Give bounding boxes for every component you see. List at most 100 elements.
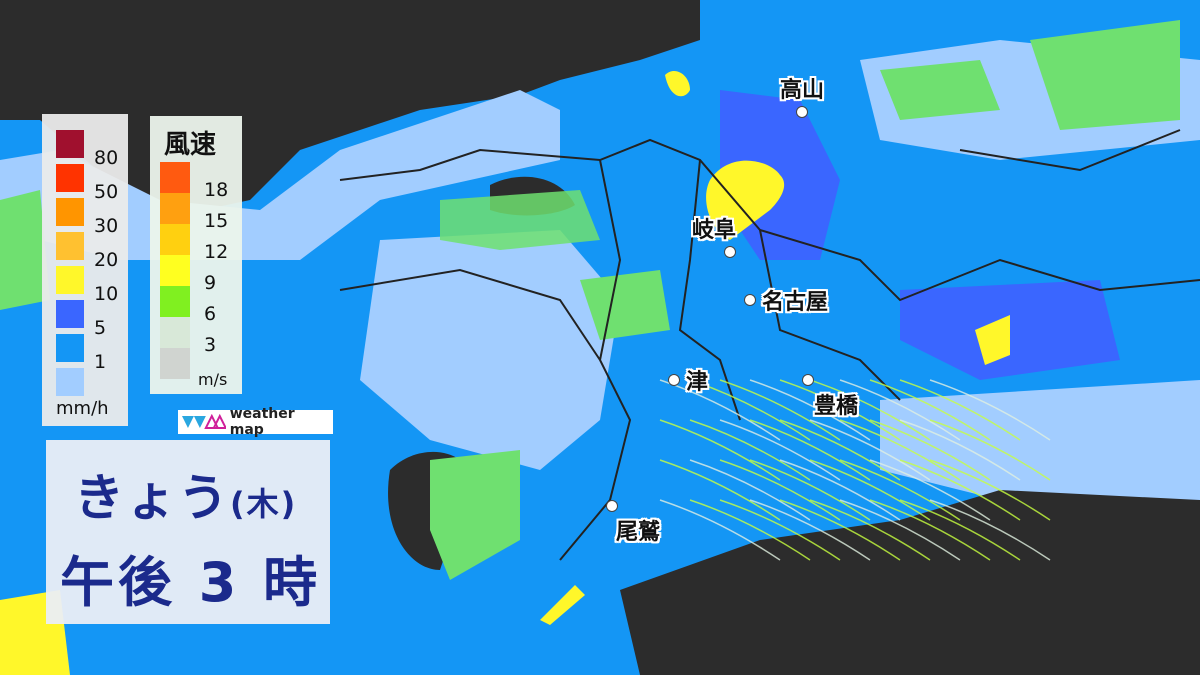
city-dot	[744, 294, 756, 306]
wind-streamline	[719, 419, 841, 481]
wind-streamline	[689, 459, 811, 521]
precip-swatch	[56, 164, 84, 192]
wind-streamline	[899, 459, 1021, 521]
wind-streamline	[839, 499, 961, 561]
city-label-nagoya: 名古屋	[744, 284, 828, 316]
wind-streamline	[929, 419, 1051, 481]
precip-swatch	[56, 368, 84, 396]
wind-streamline	[869, 459, 991, 521]
wind-streamline	[719, 499, 841, 561]
wind-streamline	[929, 459, 1051, 521]
wind-swatch	[160, 255, 190, 286]
precip-swatch	[56, 232, 84, 260]
city-label-toyohashi: 豊橋	[802, 374, 858, 420]
weekday-text: (木)	[230, 485, 298, 523]
wind-streamline	[689, 499, 811, 561]
city-label-tsu: 津	[668, 364, 708, 396]
logo-mark-icon	[182, 414, 226, 429]
dry-area	[620, 490, 1200, 675]
precip-level-label: 5	[94, 317, 107, 339]
precip-unit: mm/h	[56, 398, 109, 419]
wind-streamline	[929, 379, 1051, 441]
wind-swatch	[160, 162, 190, 193]
logo-text: weather map	[229, 406, 295, 438]
wind-streamline	[839, 419, 961, 481]
precipitation-legend: 80 50 30 20 10 5 1 mm/h	[42, 114, 128, 426]
wind-swatch	[160, 286, 190, 317]
green-area	[430, 450, 520, 580]
wind-streamline	[779, 419, 901, 481]
wind-streamline	[779, 499, 901, 561]
wind-streamline	[899, 499, 1021, 561]
heavy-rain-cell	[665, 70, 690, 97]
day-text: きょう	[74, 469, 230, 527]
wind-streamlines	[659, 379, 1051, 561]
wind-streamline	[869, 499, 991, 561]
precip-level-label: 80	[94, 147, 119, 169]
wind-level-label: 3	[204, 334, 217, 356]
city-label-gifu: 岐阜	[692, 212, 737, 258]
wind-streamline	[869, 379, 991, 441]
precip-level-label: 20	[94, 249, 119, 271]
wind-streamline	[659, 419, 781, 481]
wind-legend-title: 風速	[164, 130, 217, 160]
city-name: 豊橋	[814, 394, 859, 419]
wind-streamline	[749, 459, 871, 521]
wind-streamline	[749, 499, 871, 561]
green-area	[1030, 20, 1180, 130]
heavy-rain-cell	[975, 315, 1010, 365]
green-area	[0, 190, 50, 310]
city-label-takayama: 高山	[780, 72, 824, 118]
precip-level-label: 50	[94, 181, 119, 203]
light-rain-area	[0, 90, 560, 260]
green-area	[880, 60, 1000, 120]
wind-streamline	[779, 459, 901, 521]
city-label-owase: 尾鷲	[606, 500, 660, 546]
heavy-rain-cell	[706, 160, 785, 240]
wind-streamline	[839, 459, 961, 521]
city-name: 高山	[780, 78, 825, 103]
wind-streamline	[809, 379, 931, 441]
forecast-time-panel: きょう(木) 午後 3 時	[46, 440, 330, 624]
forecast-hour: 午後 3 時	[60, 551, 322, 614]
city-dot	[802, 374, 814, 386]
wind-streamline	[659, 459, 781, 521]
wind-swatch	[160, 224, 190, 255]
city-dot	[724, 246, 737, 258]
forecast-day: きょう(木)	[74, 458, 297, 530]
wind-streamline	[899, 419, 1021, 481]
wind-speed-legend: 風速 18 15 12 9 6 3 m/s	[150, 116, 242, 394]
precip-level-label: 10	[94, 283, 119, 305]
wind-streamline	[719, 459, 841, 521]
wind-streamline	[689, 379, 811, 441]
wind-level-label: 9	[204, 272, 217, 294]
precip-level-label: 30	[94, 215, 119, 237]
precip-swatch	[56, 266, 84, 294]
wind-streamline	[839, 379, 961, 441]
wind-streamline	[869, 419, 991, 481]
wind-level-label: 15	[204, 210, 229, 232]
precip-level-label: 1	[94, 351, 107, 373]
city-dot	[606, 500, 618, 512]
wind-unit: m/s	[198, 370, 228, 389]
light-rain-area	[360, 230, 620, 470]
precip-swatch	[56, 198, 84, 226]
city-name: 名古屋	[762, 290, 829, 315]
wind-streamline	[749, 419, 871, 481]
city-dot	[668, 374, 680, 386]
wind-streamline	[809, 459, 931, 521]
wind-streamline	[659, 499, 781, 561]
city-name: 尾鷲	[616, 520, 661, 545]
wind-streamline	[929, 499, 1051, 561]
wind-streamline	[719, 379, 841, 441]
wind-streamline	[779, 379, 901, 441]
prefecture-borders	[339, 129, 1200, 561]
wind-streamline	[689, 419, 811, 481]
city-name: 岐阜	[692, 218, 737, 243]
wind-swatch	[160, 317, 190, 348]
wind-streamline	[809, 499, 931, 561]
city-dot	[796, 106, 808, 118]
heavy-rain-cell	[540, 585, 585, 625]
wind-streamline	[809, 419, 931, 481]
wind-streamline	[749, 379, 871, 441]
